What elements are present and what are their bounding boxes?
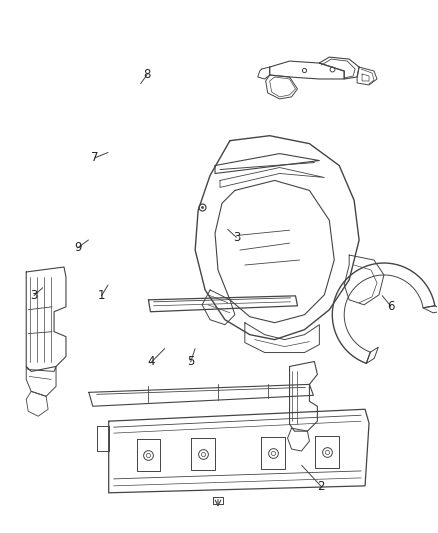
Text: 3: 3 — [30, 289, 38, 302]
Text: 1: 1 — [98, 289, 105, 302]
Text: 2: 2 — [318, 480, 325, 493]
Text: 3: 3 — [233, 231, 240, 244]
Text: 7: 7 — [91, 151, 99, 164]
Text: 5: 5 — [187, 356, 194, 368]
Text: 6: 6 — [387, 300, 395, 313]
Text: 8: 8 — [144, 68, 151, 81]
Text: 4: 4 — [148, 356, 155, 368]
Text: 9: 9 — [74, 241, 81, 254]
